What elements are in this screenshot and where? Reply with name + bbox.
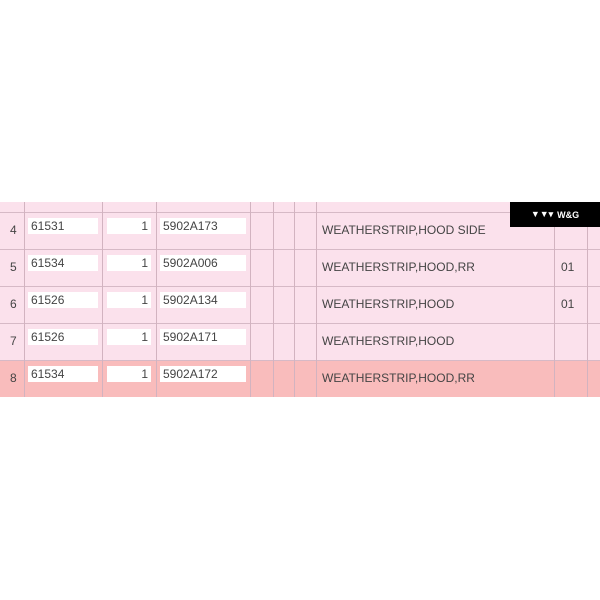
part-number-input[interactable]: 5902A134 xyxy=(160,292,246,308)
code-input[interactable]: 61531 xyxy=(28,218,98,234)
row-number: 7 xyxy=(10,334,17,348)
column-divider xyxy=(250,202,251,397)
table-row: 4 61531 1 5902A173 WEATHERSTRIP,HOOD SID… xyxy=(0,212,600,249)
column-divider xyxy=(273,202,274,397)
row-number: 5 xyxy=(10,260,17,274)
column-divider xyxy=(316,202,317,397)
quantity-input[interactable]: 1 xyxy=(107,292,151,308)
part-number-input[interactable]: 5902A171 xyxy=(160,329,246,345)
table-row: 6 61526 1 5902A134 WEATHERSTRIP,HOOD 01 xyxy=(0,286,600,323)
description: WEATHERSTRIP,HOOD SIDE xyxy=(322,223,486,237)
quantity-input[interactable]: 1 xyxy=(107,218,151,234)
brand-watermark: ▼▼▾ W&G xyxy=(510,202,600,227)
description: WEATHERSTRIP,HOOD,RR xyxy=(322,371,475,385)
logo-mark-icon: ▼▼▾ xyxy=(530,209,554,219)
code-input[interactable]: 61526 xyxy=(28,292,98,308)
column-divider xyxy=(294,202,295,397)
column-divider xyxy=(156,202,157,397)
column-divider xyxy=(587,202,588,397)
extra-code: 01 xyxy=(561,297,575,311)
code-input[interactable]: 61534 xyxy=(28,255,98,271)
part-number-input[interactable]: 5902A172 xyxy=(160,366,246,382)
table-row: 7 61526 1 5902A171 WEATHERSTRIP,HOOD xyxy=(0,323,600,360)
table-row: 5 61534 1 5902A006 WEATHERSTRIP,HOOD,RR … xyxy=(0,249,600,286)
quantity-input[interactable]: 1 xyxy=(107,329,151,345)
description: WEATHERSTRIP,HOOD,RR xyxy=(322,260,475,274)
extra-code: 01 xyxy=(561,260,575,274)
code-input[interactable]: 61526 xyxy=(28,329,98,345)
parts-table: 4 61531 1 5902A173 WEATHERSTRIP,HOOD SID… xyxy=(0,202,600,397)
column-divider xyxy=(554,202,555,397)
row-number: 6 xyxy=(10,297,17,311)
column-divider xyxy=(24,202,25,397)
description: WEATHERSTRIP,HOOD xyxy=(322,334,455,348)
description: WEATHERSTRIP,HOOD xyxy=(322,297,455,311)
row-number: 8 xyxy=(10,371,17,385)
part-number-input[interactable]: 5902A006 xyxy=(160,255,246,271)
quantity-input[interactable]: 1 xyxy=(107,366,151,382)
logo-text: W&G xyxy=(557,209,580,220)
table-row: 8 61534 1 5902A172 WEATHERSTRIP,HOOD,RR xyxy=(0,360,600,397)
row-number: 4 xyxy=(10,223,17,237)
column-divider xyxy=(102,202,103,397)
code-input[interactable]: 61534 xyxy=(28,366,98,382)
part-number-input[interactable]: 5902A173 xyxy=(160,218,246,234)
quantity-input[interactable]: 1 xyxy=(107,255,151,271)
